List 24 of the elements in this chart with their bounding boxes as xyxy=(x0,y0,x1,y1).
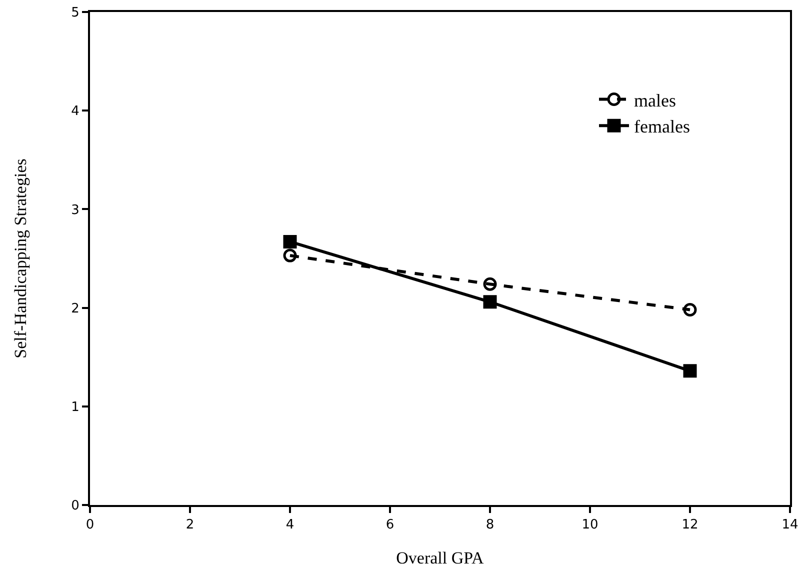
x-tick-label: 6 xyxy=(386,518,394,533)
x-tick-label: 12 xyxy=(682,518,698,533)
x-tick-label: 10 xyxy=(582,518,598,533)
x-tick-label: 4 xyxy=(286,518,294,533)
point xyxy=(483,295,497,309)
point xyxy=(283,234,297,248)
x-tick-label: 2 xyxy=(186,518,194,533)
y-tick-label: 2 xyxy=(71,301,80,316)
y-axis-title: Self-Handicapping Strategies xyxy=(11,158,30,358)
y-tick-label: 3 xyxy=(71,202,80,218)
legend-label: males xyxy=(634,90,676,110)
x-axis-title: Overall GPA xyxy=(396,548,485,568)
point xyxy=(683,364,697,378)
legend-label: females xyxy=(634,116,690,137)
x-tick-label: 0 xyxy=(86,518,94,533)
x-tick-label: 8 xyxy=(486,518,494,533)
y-tick-label: 4 xyxy=(71,104,80,120)
point xyxy=(483,277,497,291)
y-tick-label: 1 xyxy=(71,400,80,415)
y-tick-label: 5 xyxy=(71,6,80,21)
y-tick-label: 0 xyxy=(71,498,80,514)
point xyxy=(683,303,697,317)
point xyxy=(283,248,297,262)
x-tick-label: 14 xyxy=(782,518,798,533)
